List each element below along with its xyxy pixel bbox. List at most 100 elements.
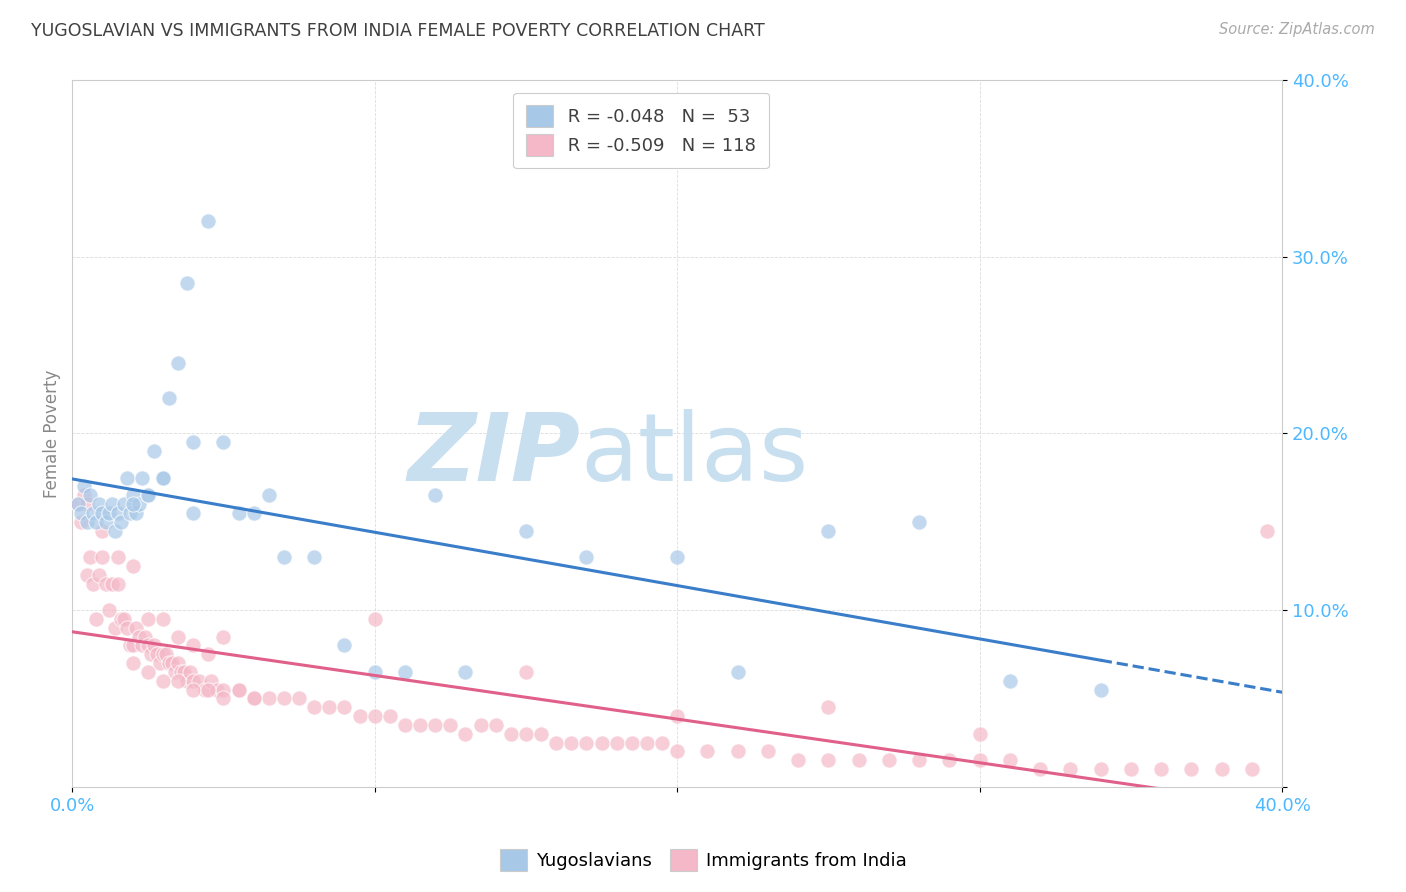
Point (1029, 762, 1052, 776)
Point (142, 444, 165, 458)
Point (727, 665, 749, 679)
Point (1180, 762, 1202, 776)
Point (121, 639, 143, 653)
Point (157, 656, 180, 670)
Point (636, 736, 658, 750)
Point (112, 497, 135, 511)
Point (877, 753, 900, 767)
Point (364, 612, 387, 626)
Point (212, 691, 235, 706)
Point (136, 488, 159, 502)
Point (257, 488, 280, 502)
Point (110, 612, 132, 626)
Point (998, 673, 1021, 688)
Point (257, 691, 280, 706)
Point (121, 656, 143, 670)
Point (364, 709, 387, 723)
Point (165, 665, 187, 679)
Point (91, 506, 114, 520)
Point (86, 612, 108, 626)
Point (125, 621, 148, 635)
Point (118, 639, 141, 653)
Point (181, 506, 204, 520)
Point (70, 506, 93, 520)
Point (136, 665, 159, 679)
Point (157, 391, 180, 405)
Point (333, 700, 356, 714)
Point (485, 718, 508, 732)
Point (121, 497, 143, 511)
Point (817, 753, 839, 767)
Point (170, 665, 193, 679)
Point (591, 736, 613, 750)
Point (82, 576, 104, 591)
Point (76, 567, 98, 582)
Point (155, 648, 177, 662)
Point (176, 673, 198, 688)
Point (107, 550, 129, 565)
Point (100, 497, 122, 511)
Point (242, 691, 264, 706)
Point (160, 656, 183, 670)
Point (181, 673, 204, 688)
Point (439, 718, 461, 732)
Point (394, 718, 416, 732)
Point (107, 576, 129, 591)
Point (696, 744, 718, 758)
Point (1119, 762, 1142, 776)
Point (515, 665, 537, 679)
Point (152, 470, 174, 484)
Point (181, 682, 204, 697)
Point (197, 648, 219, 662)
Point (302, 700, 325, 714)
Point (103, 621, 125, 635)
Point (969, 753, 991, 767)
Point (79, 550, 101, 565)
Point (333, 639, 356, 653)
Point (181, 435, 204, 450)
Point (79, 488, 101, 502)
Point (666, 709, 689, 723)
Point (76, 497, 98, 511)
Y-axis label: Female Poverty: Female Poverty (44, 369, 60, 498)
Point (128, 630, 150, 644)
Point (136, 612, 159, 626)
Point (546, 736, 568, 750)
Point (152, 673, 174, 688)
Point (425, 488, 447, 502)
Point (197, 682, 219, 697)
Point (73, 488, 96, 502)
Point (134, 630, 156, 644)
Point (212, 435, 235, 450)
Legend: Yugoslavians, Immigrants from India: Yugoslavians, Immigrants from India (492, 842, 914, 879)
Point (89, 497, 111, 511)
Point (115, 470, 138, 484)
Point (349, 709, 371, 723)
Point (530, 727, 553, 741)
Point (149, 656, 172, 670)
Point (121, 488, 143, 502)
Point (167, 656, 190, 670)
Point (152, 470, 174, 484)
Text: ZIP: ZIP (408, 409, 581, 500)
Point (91, 550, 114, 565)
Point (228, 682, 250, 697)
Point (207, 682, 229, 697)
Point (560, 736, 582, 750)
Point (194, 682, 217, 697)
Point (470, 718, 492, 732)
Point (288, 691, 311, 706)
Point (179, 665, 201, 679)
Point (103, 524, 125, 538)
Point (176, 276, 198, 290)
Point (128, 497, 150, 511)
Point (110, 515, 132, 529)
Point (908, 515, 931, 529)
Point (212, 682, 235, 697)
Point (118, 506, 141, 520)
Point (515, 727, 537, 741)
Point (1150, 762, 1173, 776)
Point (499, 727, 522, 741)
Point (115, 621, 138, 635)
Point (73, 479, 96, 493)
